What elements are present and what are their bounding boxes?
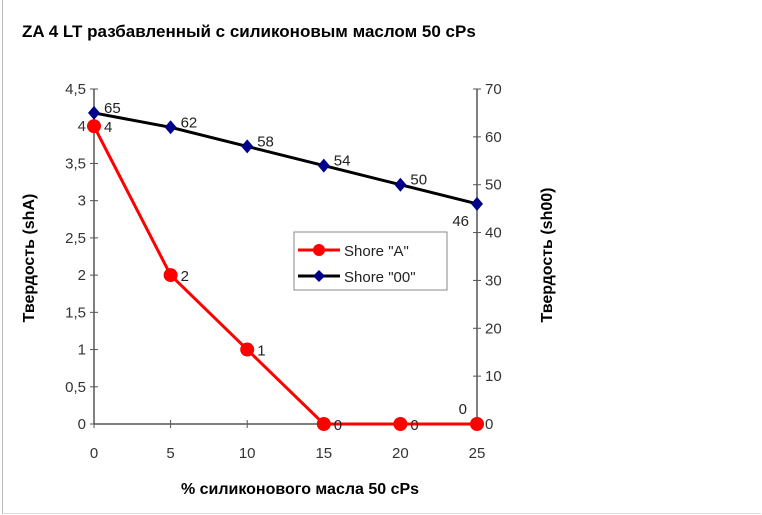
legend-label: Shore "A"	[344, 243, 409, 260]
y2-tick-label: 60	[485, 129, 502, 146]
data-label: 62	[181, 114, 198, 131]
y2-axis-title: Твердость (sh00)	[539, 188, 556, 323]
data-label: 58	[257, 133, 274, 150]
y2-tick-label: 10	[485, 368, 502, 385]
data-label: 50	[410, 172, 427, 189]
data-label: 4	[104, 119, 112, 136]
y-tick-label: 2,5	[65, 230, 86, 247]
x-tick-label: 10	[239, 445, 256, 462]
data-label: 46	[452, 213, 469, 230]
y-tick-label: 4	[78, 118, 86, 135]
data-point-shore-a	[163, 268, 178, 283]
y-tick-label: 4,5	[65, 81, 86, 98]
data-point-shore-00	[317, 158, 330, 173]
y-tick-label: 2	[78, 267, 86, 284]
data-label: 2	[181, 268, 189, 285]
data-label: 1	[257, 343, 265, 360]
y-tick-label: 3	[78, 193, 86, 210]
y-tick-label: 1,5	[65, 304, 86, 321]
data-point-shore-a	[470, 417, 484, 431]
data-point-shore-a	[240, 342, 255, 357]
series-line-0	[92, 125, 477, 426]
data-point-shore-00	[394, 177, 407, 192]
x-tick-label: 20	[392, 445, 409, 462]
data-label: 65	[104, 100, 121, 117]
x-tick-label: 25	[469, 445, 486, 462]
y2-tick-label: 30	[485, 272, 502, 289]
data-point-shore-a	[316, 417, 331, 431]
y2-tick-label: 20	[485, 320, 502, 337]
y2-tick-label: 70	[485, 81, 502, 98]
y2-tick-label: 0	[485, 416, 493, 433]
x-tick-label: 15	[315, 445, 332, 462]
series-line-1	[93, 111, 478, 206]
data-point-shore-00	[241, 139, 254, 154]
y-tick-label: 0,5	[65, 379, 86, 396]
data-label: 0	[334, 417, 342, 434]
data-point-shore-a	[393, 417, 408, 431]
data-label: 54	[334, 153, 351, 170]
legend-marker	[313, 270, 325, 282]
data-point-shore-00	[164, 120, 177, 135]
y2-tick-label: 50	[485, 177, 502, 194]
legend-marker	[313, 244, 325, 256]
legend-label: Shore "00"	[344, 269, 416, 286]
data-label: 0	[410, 417, 418, 434]
x-tick-label: 5	[166, 445, 174, 462]
data-label: 0	[459, 401, 467, 418]
y-tick-label: 1	[78, 342, 86, 359]
y2-tick-label: 40	[485, 225, 502, 242]
x-tick-label: 0	[90, 445, 98, 462]
y-axis-title: Твердость (shA)	[21, 194, 38, 323]
data-point-shore-00	[88, 105, 100, 120]
y-tick-label: 3,5	[65, 155, 86, 172]
data-point-shore-a	[87, 119, 101, 134]
y-tick-label: 0	[78, 416, 86, 433]
data-point-shore-00	[471, 196, 483, 211]
x-axis-title: % силиконового масла 50 cPs	[181, 481, 419, 498]
chart-title: ZA 4 LT разбавленный с силиконовым масло…	[22, 22, 476, 41]
